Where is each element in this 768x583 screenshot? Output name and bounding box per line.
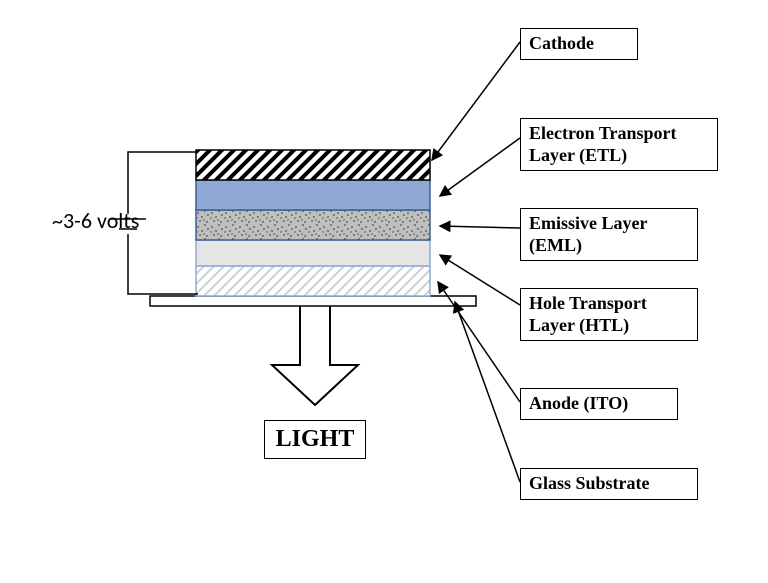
label-substrate: Glass Substrate: [520, 468, 698, 500]
label-anode: Anode (ITO): [520, 388, 678, 420]
layer-cathode: [196, 150, 430, 180]
label-eml: Emissive Layer (EML): [520, 208, 698, 261]
layer-anode: [196, 266, 430, 296]
voltage-label: ~3-6 volts: [52, 208, 139, 234]
leader-lines: [432, 42, 520, 482]
label-cathode: Cathode: [520, 28, 638, 60]
label-htl: Hole Transport Layer (HTL): [520, 288, 698, 341]
layer-eml: [196, 210, 430, 240]
layer-substrate: [150, 296, 476, 306]
label-etl: Electron Transport Layer (ETL): [520, 118, 718, 171]
light-label: LIGHT: [264, 420, 366, 459]
layer-etl: [196, 180, 430, 210]
layer-htl: [196, 240, 430, 266]
